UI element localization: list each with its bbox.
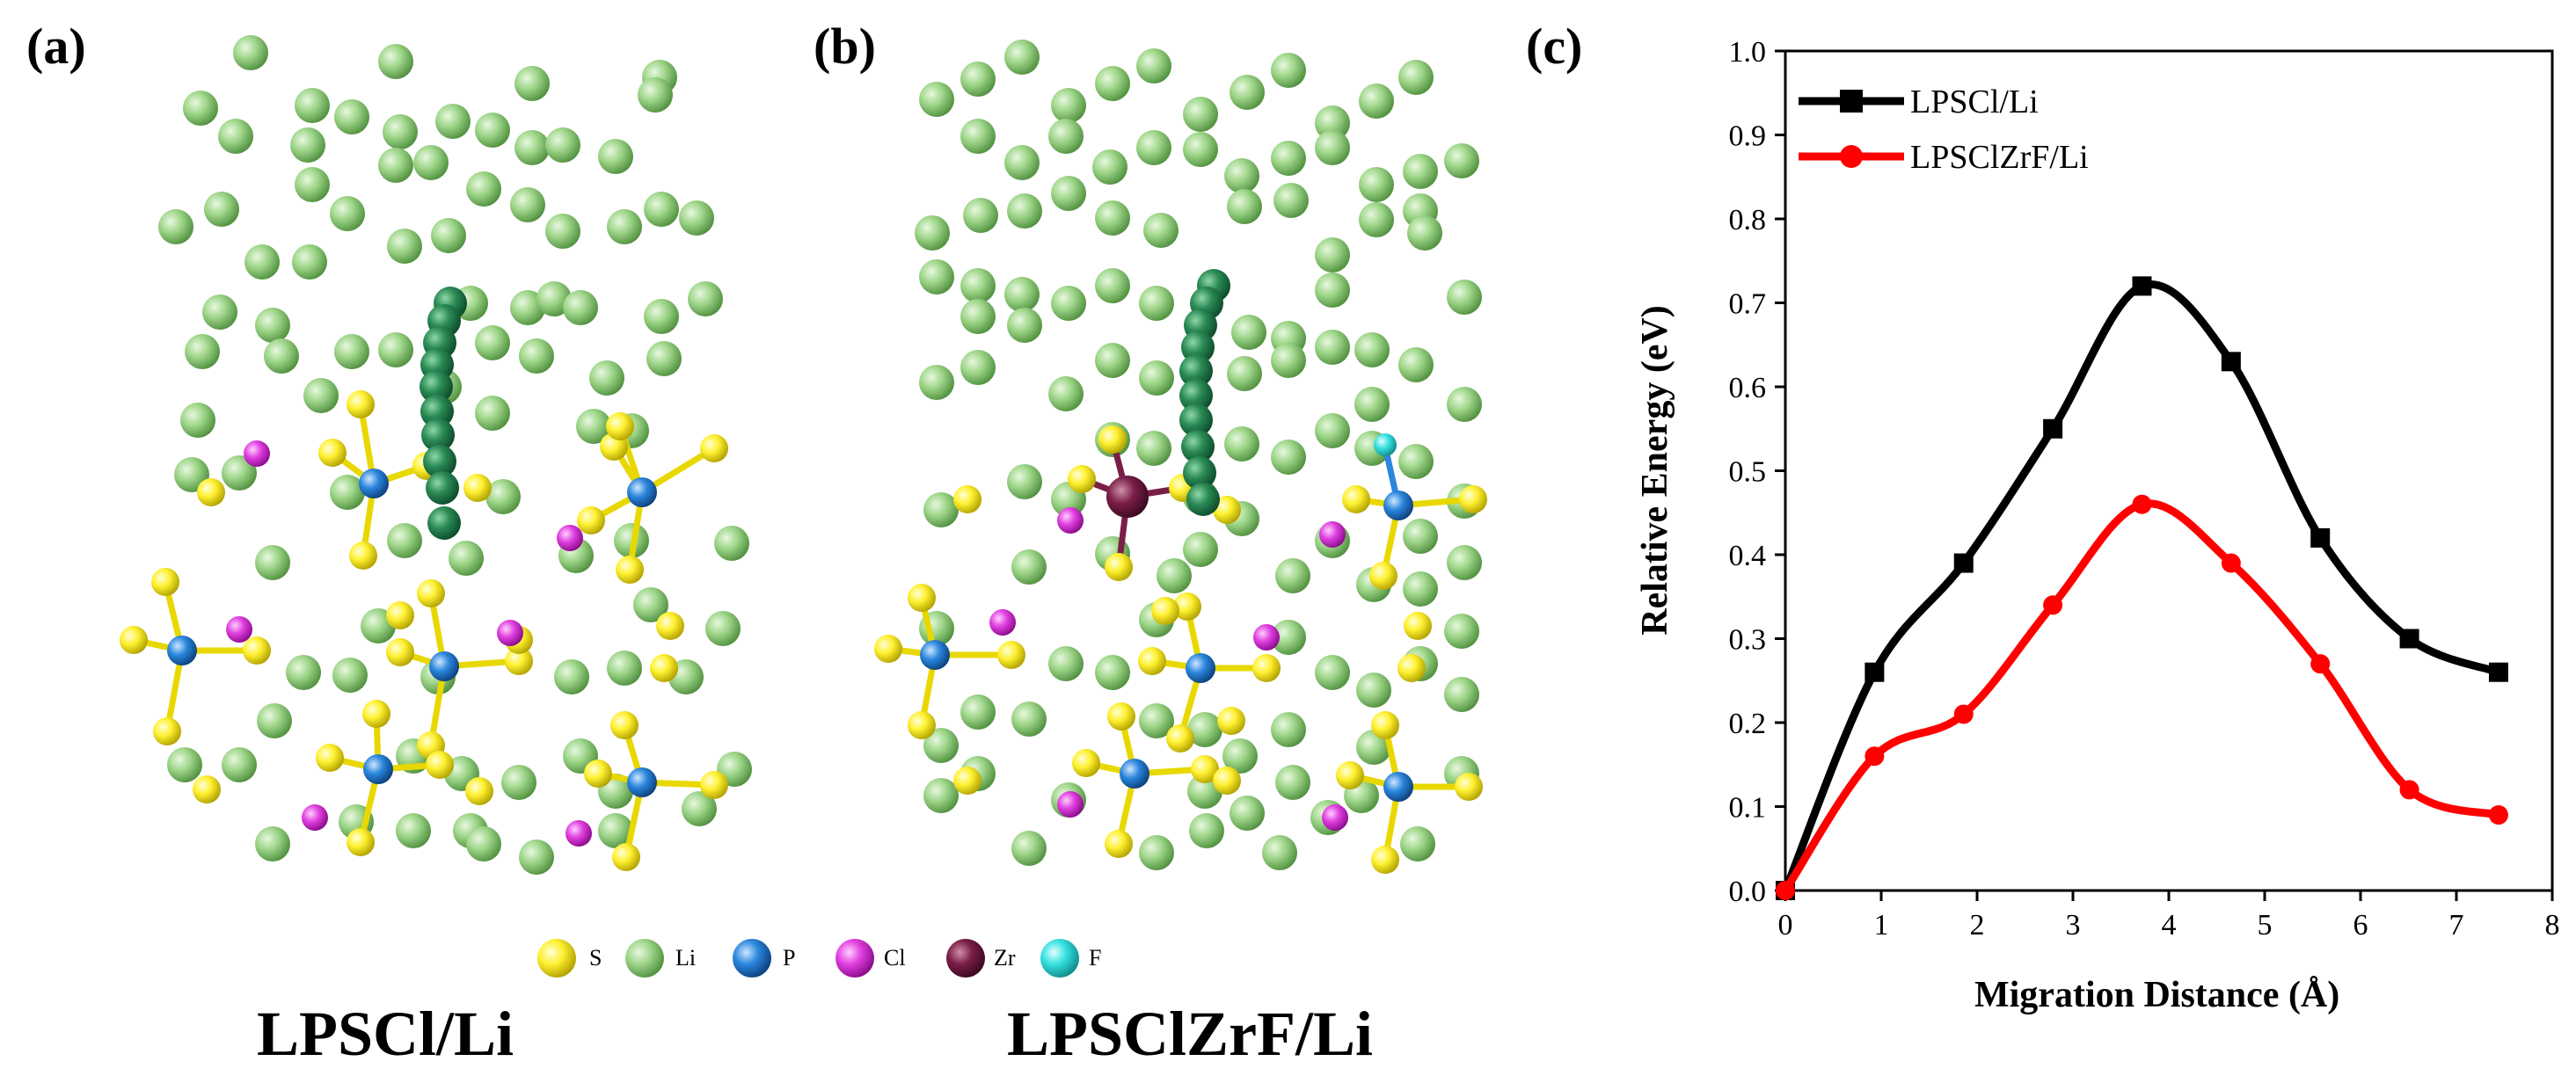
- s-atoms: [874, 425, 1487, 874]
- x-tick-label: 7: [2449, 909, 2464, 942]
- f-atoms: [1374, 433, 1397, 456]
- panel-a-structure: [120, 35, 752, 875]
- x-tick-label: 1: [1874, 909, 1889, 942]
- li-atoms: [158, 35, 752, 875]
- legend-item-cl: Cl: [836, 939, 906, 978]
- data-point-s1-p5: [2221, 553, 2241, 573]
- p-atoms: [920, 491, 1413, 802]
- data-point-s0-p2: [1953, 553, 1974, 573]
- data-point-s0-p4: [2132, 276, 2152, 296]
- y-tick-label: 0.1: [1729, 792, 1767, 825]
- legend-s-label: S: [589, 945, 602, 971]
- data-point-s0-p1: [1864, 662, 1885, 682]
- y-tick-label: 0.2: [1729, 708, 1767, 740]
- x-tick-label: 3: [2066, 909, 2081, 942]
- atom-legend: S Li P Cl Zr F: [537, 939, 1101, 978]
- data-point-s0-p5: [2221, 352, 2241, 372]
- legend-cl-swatch: [836, 939, 874, 978]
- zr-atoms: [1106, 476, 1149, 518]
- x-tick-label: 2: [1970, 909, 1985, 942]
- legend-zr-swatch: [946, 939, 985, 978]
- panel-c: (c) 0.0 0.1 0.2 0.3 0.4 0.5 0.6 0.7 0.8 0.9 1.0 0 1…: [1526, 18, 2560, 1015]
- cl-atoms: [226, 440, 592, 847]
- panel-a-caption: LPSCl/Li: [257, 999, 514, 1069]
- x-tick-label: 8: [2545, 909, 2560, 942]
- legend-item-li: Li: [625, 939, 696, 978]
- y-tick-label: 0.3: [1729, 624, 1767, 657]
- x-axis-ticks: 0 1 2 3 4 5 6 7 8: [1778, 891, 2560, 942]
- legend-p-label: P: [783, 945, 795, 971]
- panel-a-label: (a): [26, 18, 86, 75]
- s-atoms: [120, 390, 728, 871]
- data-point-s1-p2: [1953, 704, 1974, 724]
- data-point-s0-p8: [2488, 662, 2508, 682]
- data-point-s0-p7: [2399, 629, 2419, 649]
- data-point-s0-p3: [2043, 418, 2063, 439]
- legend-item-f: F: [1040, 939, 1101, 978]
- x-tick-label: 4: [2162, 909, 2177, 942]
- y-axis-label: Relative Energy (eV): [1635, 305, 1675, 636]
- y-axis-ticks: 0.0 0.1 0.2 0.3 0.4 0.5 0.6 0.7 0.8 0.9 1.0: [1729, 36, 1785, 908]
- panel-c-label: (c): [1526, 18, 1582, 75]
- y-tick-label: 1.0: [1729, 36, 1767, 69]
- series-line-0: [1781, 280, 2500, 892]
- panel-b-caption: LPSClZrF/Li: [1007, 999, 1373, 1069]
- y-tick-label: 0.6: [1729, 372, 1767, 404]
- y-tick-label: 0.8: [1729, 204, 1767, 236]
- data-point-s1-p0: [1776, 881, 1795, 900]
- legend-item-zr: Zr: [946, 939, 1016, 978]
- cl-atoms: [989, 507, 1348, 831]
- y-tick-label: 0.7: [1729, 288, 1767, 321]
- li-migration-path-a: [420, 287, 467, 540]
- series-layer: [1776, 276, 2508, 900]
- energy-chart: 0.0 0.1 0.2 0.3 0.4 0.5 0.6 0.7 0.8 0.9 1.0 0 1 2 3 4 5…: [1635, 36, 2560, 1015]
- y-tick-label: 0.5: [1729, 456, 1767, 489]
- legend-item-s: S: [537, 939, 602, 978]
- panel-b: (b): [814, 18, 1487, 1069]
- data-point-s1-p6: [2310, 654, 2331, 674]
- legend-zr-label: Zr: [994, 945, 1016, 971]
- legend-p-swatch: [733, 939, 771, 978]
- legend-text-lpscl: LPSCl/Li: [1910, 84, 2039, 120]
- legend-marker-lpsclzrf: [1840, 145, 1863, 168]
- x-tick-label: 5: [2258, 909, 2273, 942]
- data-point-s1-p4: [2132, 494, 2152, 514]
- x-tick-label: 6: [2353, 909, 2368, 942]
- data-point-s1-p1: [1864, 746, 1885, 767]
- legend-s-swatch: [537, 939, 576, 978]
- legend-f-label: F: [1089, 945, 1101, 971]
- legend-text-lpsclzrf: LPSClZrF/Li: [1910, 139, 2089, 176]
- chart-legend: LPSCl/Li LPSClZrF/Li: [1799, 84, 2089, 176]
- plot-frame: [1784, 49, 2554, 892]
- legend-f-swatch: [1040, 939, 1079, 978]
- legend-marker-lpscl: [1840, 90, 1863, 113]
- legend-li-label: Li: [675, 945, 696, 971]
- data-point-s1-p3: [2043, 595, 2063, 615]
- panel-b-structure: [874, 40, 1487, 874]
- data-point-s0-p6: [2310, 527, 2331, 548]
- series-line-1: [1782, 499, 2500, 893]
- x-axis-label: Migration Distance (Å): [1974, 975, 2339, 1015]
- y-tick-label: 0.9: [1729, 120, 1767, 153]
- legend-item-p: P: [733, 939, 795, 978]
- data-point-s1-p7: [2399, 780, 2419, 800]
- panel-b-label: (b): [814, 18, 876, 75]
- legend-li-swatch: [625, 939, 664, 978]
- li-migration-path-b: [1179, 269, 1230, 516]
- p-atoms: [167, 469, 657, 797]
- y-tick-label: 0.0: [1729, 876, 1767, 908]
- panel-a: (a): [26, 18, 752, 1069]
- x-tick-label: 0: [1778, 909, 1793, 942]
- legend-cl-label: Cl: [884, 945, 906, 971]
- data-point-s1-p8: [2488, 805, 2508, 825]
- y-tick-label: 0.4: [1729, 540, 1767, 572]
